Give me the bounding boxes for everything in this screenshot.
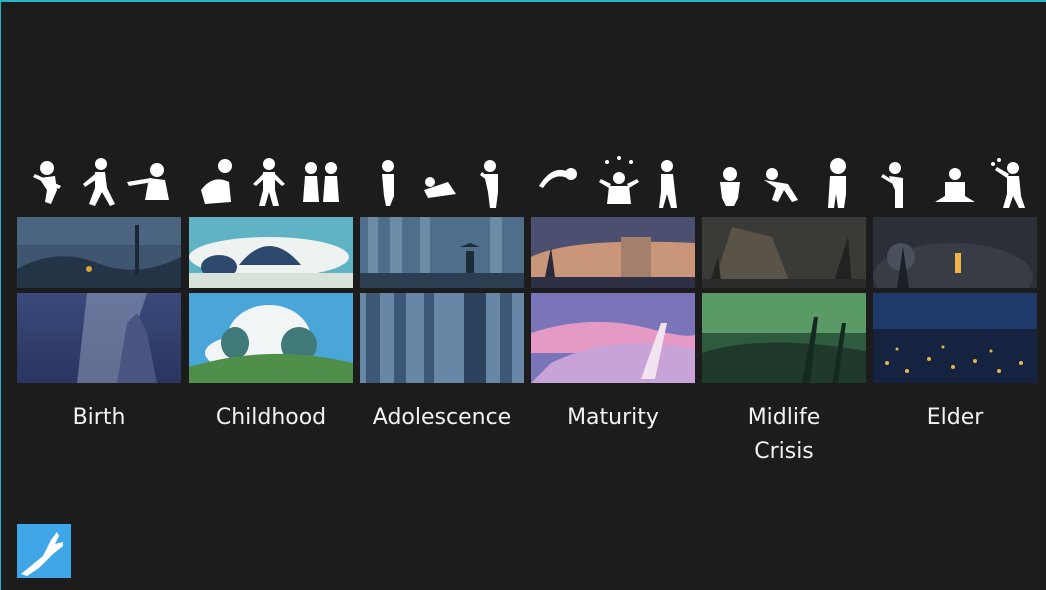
figure-pose-icon [303,162,339,202]
pose-row [873,152,1037,214]
figure-pose-icon [991,158,1025,208]
scene-thumbnail [873,217,1037,288]
figure-pose-icon [201,159,232,204]
hand-reaching-icon [21,532,63,576]
pose-row [17,152,181,214]
figure-pose-icon [539,168,577,188]
scene-thumbnail [531,217,695,288]
figure-pose-icon [83,158,115,206]
scene-thumbnail [360,293,524,383]
scene-thumbnail [873,293,1037,383]
figure-pose-icon [828,158,846,208]
figure-pose-icon [764,168,798,202]
pose-row [360,152,524,214]
scene-thumbnail [702,293,866,383]
stage-label: Elder [926,405,984,430]
figure-pose-icon [720,167,740,206]
figure-pose-icon [935,168,975,202]
logo [17,524,71,578]
figure-pose-icon [881,162,903,208]
scene-thumbnail [189,293,353,383]
scene-thumbnail [531,293,695,383]
figure-pose-icon [253,158,285,206]
scene-thumbnail [17,217,181,288]
figure-pose-icon [33,161,61,204]
stage-label: Maturity [567,405,659,430]
scene-thumbnail [17,293,181,383]
stage-label: Birth [72,405,126,430]
figure-pose-icon [599,156,639,204]
pose-row [189,152,353,214]
figure-pose-icon [480,160,498,208]
pose-row [702,152,866,214]
stage-label: Midlife Crisis [747,405,821,464]
figure-pose-icon [659,160,677,208]
scene-thumbnail [702,217,866,288]
stage-label: Adolescence [372,405,512,430]
scene-thumbnail [360,217,524,288]
scene-thumbnail [189,217,353,288]
pose-row [531,152,695,214]
figure-pose-icon [424,177,456,198]
figure-pose-icon [127,163,169,200]
stage-label: Childhood [215,405,327,430]
figure-pose-icon [382,160,394,206]
